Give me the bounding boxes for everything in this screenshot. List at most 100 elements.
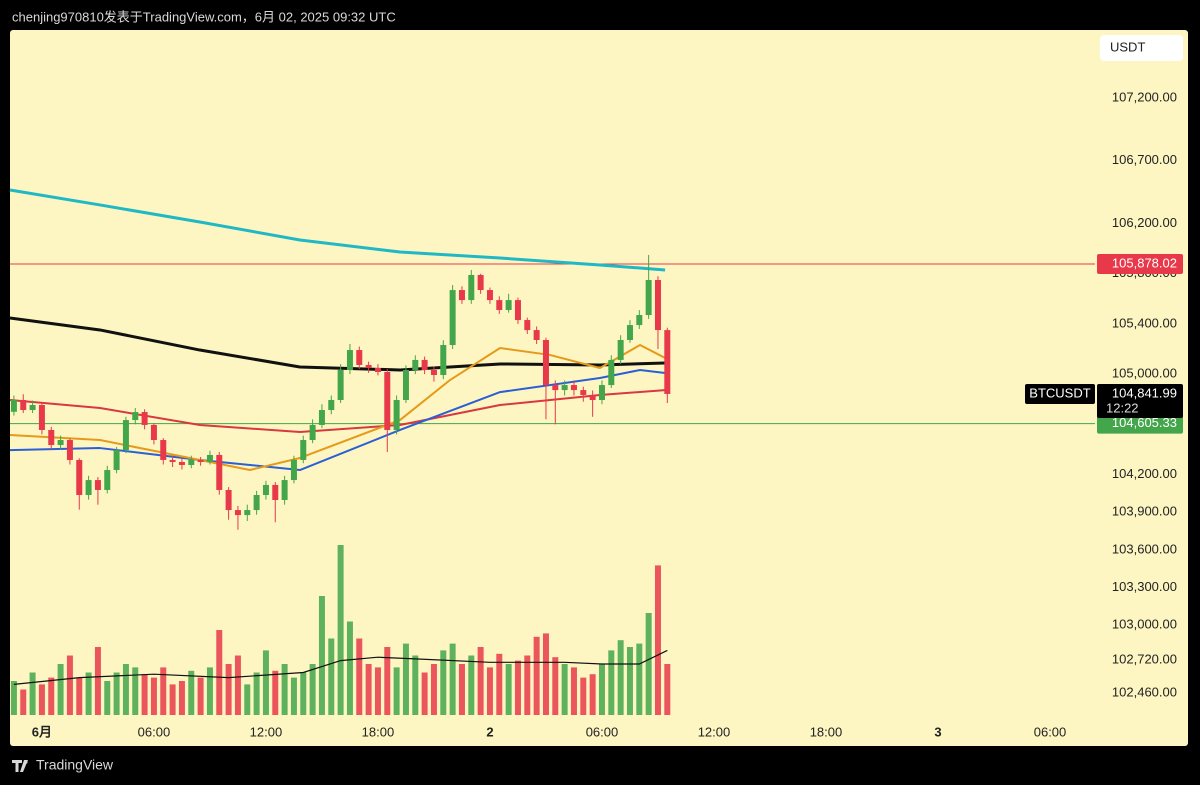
candle-body	[468, 274, 475, 301]
candle-body	[113, 450, 120, 471]
x-tick-label: 6月	[32, 724, 52, 739]
y-tick-label: 103,600.00	[1112, 541, 1177, 556]
candle-body	[365, 364, 372, 368]
candle-body	[608, 359, 615, 386]
x-tick-label: 06:00	[138, 724, 171, 739]
volume-bar	[421, 672, 428, 715]
attribution: chenjing970810发表于TradingView.com，6月 02, …	[12, 9, 396, 24]
volume-bar	[160, 667, 167, 715]
candle-body	[664, 330, 671, 394]
candle-body	[449, 290, 456, 346]
candle-body	[645, 280, 652, 316]
candle-body	[374, 367, 381, 373]
candle-body	[85, 480, 92, 495]
volume-bar	[57, 664, 64, 715]
volume-bar	[645, 613, 652, 715]
volume-bar	[262, 650, 269, 715]
candle-body	[309, 424, 316, 441]
candle-body	[141, 412, 148, 425]
volume-bar	[468, 655, 475, 715]
candle-body	[636, 315, 643, 326]
candle-body	[29, 405, 36, 411]
volume-bar	[570, 667, 577, 715]
x-tick-label: 12:00	[250, 724, 283, 739]
volume-bar	[626, 647, 633, 715]
candle-body	[20, 399, 27, 411]
candle-body	[654, 280, 661, 331]
volume-bar	[402, 643, 409, 715]
volume-bar	[552, 657, 559, 715]
candle-body	[477, 274, 484, 291]
volume-bar	[654, 565, 661, 715]
volume-bar	[598, 664, 605, 715]
volume-bar	[412, 655, 419, 715]
volume-bar	[346, 621, 353, 715]
volume-bar	[244, 684, 251, 715]
candle-body	[122, 420, 129, 451]
logo-dot	[24, 760, 28, 764]
volume-bar	[76, 677, 83, 715]
candle-body	[328, 399, 335, 411]
candle-body	[626, 325, 633, 340]
candle-body	[384, 372, 391, 430]
volume-bar	[290, 677, 297, 715]
candle-body	[38, 405, 45, 430]
volume-bar	[169, 684, 176, 715]
volume-bar	[608, 650, 615, 715]
volume-bar	[300, 672, 307, 715]
candle-body	[617, 339, 624, 360]
volume-bar	[66, 655, 73, 715]
candle-body	[169, 459, 176, 462]
volume-bar	[104, 681, 111, 715]
volume-bar	[561, 664, 568, 715]
candle-body	[262, 484, 269, 495]
y-tick-label: 103,900.00	[1112, 504, 1177, 519]
candle-body	[542, 339, 549, 386]
candle-body	[104, 470, 111, 490]
candle-body	[598, 385, 605, 400]
candle-body	[290, 459, 297, 481]
price-line-box	[1097, 413, 1183, 434]
volume-bar	[458, 664, 465, 715]
candle-body	[272, 484, 279, 501]
countdown: 12:22	[1106, 400, 1139, 415]
candle-body	[94, 480, 101, 490]
volume-bar	[664, 664, 671, 715]
candle-body	[421, 359, 428, 370]
candle-body	[216, 454, 223, 490]
volume-bar	[253, 672, 260, 715]
volume-bar	[94, 647, 101, 715]
volume-bar	[542, 633, 549, 715]
volume-bar	[29, 672, 36, 715]
candle-body	[356, 350, 363, 365]
symbol-box	[1025, 383, 1095, 404]
volume-bar	[38, 684, 45, 715]
volume-bar	[225, 664, 232, 715]
candle-body	[496, 300, 503, 311]
x-tick-label: 06:00	[1034, 724, 1067, 739]
x-tick-label: 2	[486, 724, 493, 739]
candle-body	[244, 510, 251, 516]
volume-bar	[496, 653, 503, 715]
volume-bar	[206, 667, 213, 715]
candle-body	[393, 399, 400, 430]
volume-ma	[13, 649, 668, 685]
candle-body	[160, 440, 167, 460]
volume-bar	[505, 664, 512, 715]
volume-bar	[20, 689, 27, 715]
moving-average	[9, 188, 666, 272]
candle-body	[346, 350, 353, 370]
volume-bar	[374, 667, 381, 715]
last-price-box	[1097, 383, 1183, 418]
candle-body	[281, 480, 288, 501]
volume-bar	[122, 664, 129, 715]
candle-body	[486, 290, 493, 301]
x-tick-label: 3	[934, 724, 941, 739]
candle-body	[66, 440, 73, 460]
brand: TradingView	[36, 757, 114, 773]
y-tick-label: 105,000.00	[1112, 366, 1177, 381]
moving-average	[9, 368, 666, 472]
candle-body	[580, 390, 587, 395]
volume-bar	[318, 596, 325, 715]
